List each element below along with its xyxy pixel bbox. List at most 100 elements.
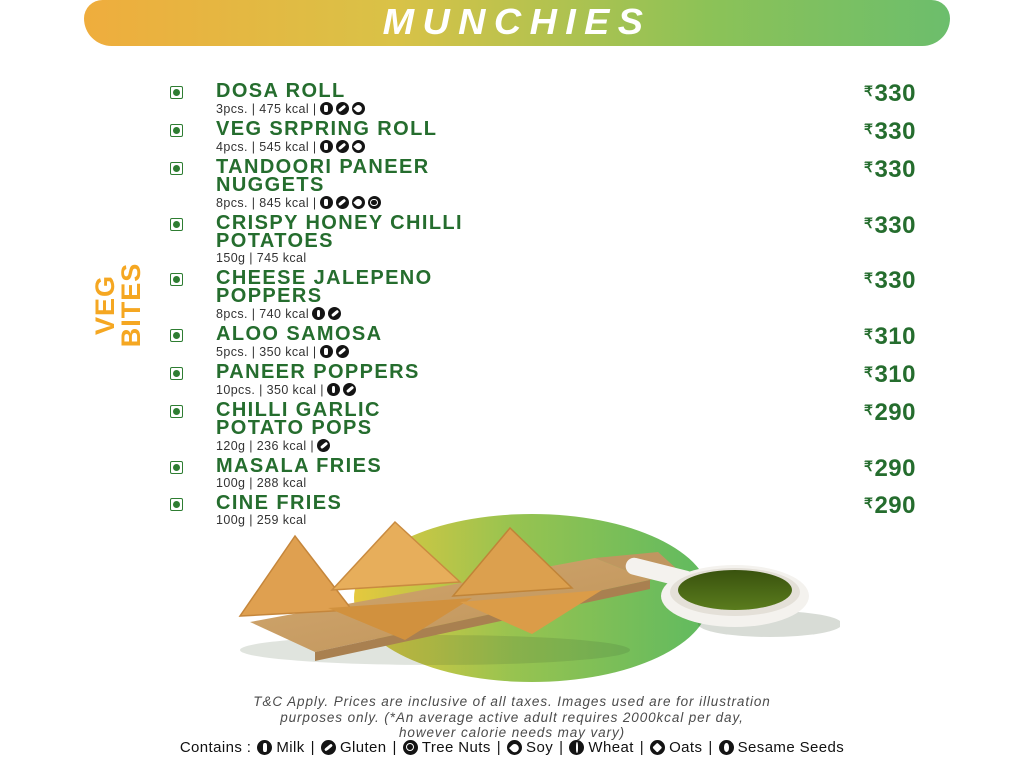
item-portion-calories: 10pcs. | 350 kcal | xyxy=(216,382,324,397)
item-details: 4pcs. | 545 kcal | xyxy=(216,140,824,153)
menu-item-row: CRISPY HONEY CHILLI POTATOES 150g | 745 … xyxy=(170,212,916,265)
item-price: ₹290 xyxy=(824,494,916,518)
rupee-symbol: ₹ xyxy=(864,495,874,511)
item-portion-calories: 100g | 259 kcal xyxy=(216,513,307,527)
menu-item-row: ALOO SAMOSA 5pcs. | 350 kcal | ₹310 xyxy=(170,324,916,359)
price-amount: 330 xyxy=(874,156,916,183)
veg-indicator-icon xyxy=(170,124,183,137)
item-name: CHEESE JALEPENO POPPERS xyxy=(216,267,433,307)
contains-label: Contains : xyxy=(179,739,252,756)
item-name: VEG SRPRING ROLL xyxy=(216,118,438,140)
legend-entry: Sesame Seeds xyxy=(718,739,845,756)
item-name: CHILLI GARLIC POTATO POPS xyxy=(216,399,381,439)
item-portion-calories: 150g | 745 kcal xyxy=(216,251,307,265)
terms-line1: T&C Apply. Prices are inclusive of all t… xyxy=(253,694,771,709)
legend-separator: | xyxy=(639,739,645,756)
legend-entry: Gluten | xyxy=(320,739,399,756)
terms-line3: however calorie needs may vary) xyxy=(399,725,625,740)
gluten-icon xyxy=(320,740,336,755)
milk-icon xyxy=(319,140,333,153)
item-price: ₹290 xyxy=(824,401,916,425)
item-name: TANDOORI PANEER NUGGETS xyxy=(216,156,430,196)
item-details: 100g | 288 kcal xyxy=(216,477,824,490)
food-illustration xyxy=(180,510,842,700)
samosa xyxy=(451,526,574,597)
veg-indicator-icon xyxy=(170,86,183,99)
allergen-legend: Contains : Milk | Gluten | Tree Nuts | S… xyxy=(0,739,1024,756)
sesame-icon xyxy=(718,740,734,755)
item-portion-calories: 8pcs. | 740 kcal xyxy=(216,306,310,321)
rupee-symbol: ₹ xyxy=(864,270,874,286)
rupee-symbol: ₹ xyxy=(864,326,874,342)
soy-icon xyxy=(351,102,365,115)
legend-entry: Milk | xyxy=(257,739,317,756)
price-amount: 330 xyxy=(874,212,916,239)
gluten-icon xyxy=(335,140,349,153)
price-amount: 330 xyxy=(874,267,916,294)
legend-label: Tree Nuts xyxy=(421,739,491,756)
item-details: 150g | 745 kcal xyxy=(216,251,824,265)
item-portion-calories: 5pcs. | 350 kcal | xyxy=(216,344,317,359)
item-name: MASALA FRIES xyxy=(216,455,383,477)
legend-label: Sesame Seeds xyxy=(737,739,845,756)
page-title: MUNCHIES xyxy=(382,1,652,42)
menu-item-row: TANDOORI PANEER NUGGETS 8pcs. | 845 kcal… xyxy=(170,156,916,209)
price-amount: 290 xyxy=(874,399,916,426)
item-name: CRISPY HONEY CHILLI POTATOES xyxy=(216,212,464,252)
item-price: ₹310 xyxy=(824,325,916,349)
item-details: 3pcs. | 475 kcal | xyxy=(216,102,824,115)
veg-indicator-icon xyxy=(170,461,183,474)
item-price: ₹330 xyxy=(824,158,916,182)
item-price: ₹330 xyxy=(824,269,916,293)
menu-list: DOSA ROLL 3pcs. | 475 kcal | ₹330 VEG SR… xyxy=(170,81,916,527)
oats-icon xyxy=(650,740,666,755)
item-name: PANEER POPPERS xyxy=(216,361,420,383)
gluten-icon xyxy=(335,345,349,358)
item-price: ₹330 xyxy=(824,120,916,144)
section-label-veg-bites: VEG BITES xyxy=(90,262,146,348)
gluten-icon xyxy=(335,196,349,209)
price-amount: 310 xyxy=(874,361,916,388)
soy-icon xyxy=(507,740,523,755)
item-details: 10pcs. | 350 kcal | xyxy=(216,383,824,396)
rupee-symbol: ₹ xyxy=(864,121,874,137)
samosa xyxy=(238,534,354,617)
item-details: 8pcs. | 845 kcal | xyxy=(216,196,824,209)
milk-icon xyxy=(326,383,340,396)
item-details: 8pcs. | 740 kcal xyxy=(216,307,824,320)
legend-label: Gluten xyxy=(339,739,387,756)
header-banner: MUNCHIES xyxy=(84,0,950,46)
menu-item-row: DOSA ROLL 3pcs. | 475 kcal | ₹330 xyxy=(170,81,916,115)
gluten-icon xyxy=(335,102,349,115)
item-price: ₹330 xyxy=(824,214,916,238)
legend-entry: Wheat | xyxy=(569,739,646,756)
rupee-symbol: ₹ xyxy=(864,83,874,99)
price-amount: 290 xyxy=(874,455,916,482)
item-price: ₹290 xyxy=(824,457,916,481)
rupee-symbol: ₹ xyxy=(864,159,874,175)
legend-separator: | xyxy=(708,739,713,756)
legend-entry: Tree Nuts | xyxy=(402,739,503,756)
legend-label: Soy xyxy=(526,739,554,756)
item-portion-calories: 3pcs. | 475 kcal | xyxy=(216,101,317,116)
menu-item-row: MASALA FRIES 100g | 288 kcal ₹290 xyxy=(170,455,916,490)
wheat-icon xyxy=(569,740,585,755)
soy-icon xyxy=(351,140,365,153)
gluten-icon xyxy=(317,439,331,452)
rupee-symbol: ₹ xyxy=(864,402,874,418)
milk-icon xyxy=(319,345,333,358)
legend-separator: | xyxy=(310,739,315,756)
item-portion-calories: 4pcs. | 545 kcal | xyxy=(216,139,317,154)
veg-indicator-icon xyxy=(170,162,183,175)
samosa xyxy=(460,590,602,634)
item-price: ₹310 xyxy=(824,363,916,387)
treenuts-icon xyxy=(402,740,418,755)
gluten-icon xyxy=(328,307,342,320)
veg-indicator-icon xyxy=(170,498,183,511)
milk-icon xyxy=(312,307,326,320)
section-label-line2: BITES xyxy=(116,262,146,348)
veg-indicator-icon xyxy=(170,329,183,342)
item-details: 100g | 259 kcal xyxy=(216,513,824,527)
milk-icon xyxy=(319,102,333,115)
